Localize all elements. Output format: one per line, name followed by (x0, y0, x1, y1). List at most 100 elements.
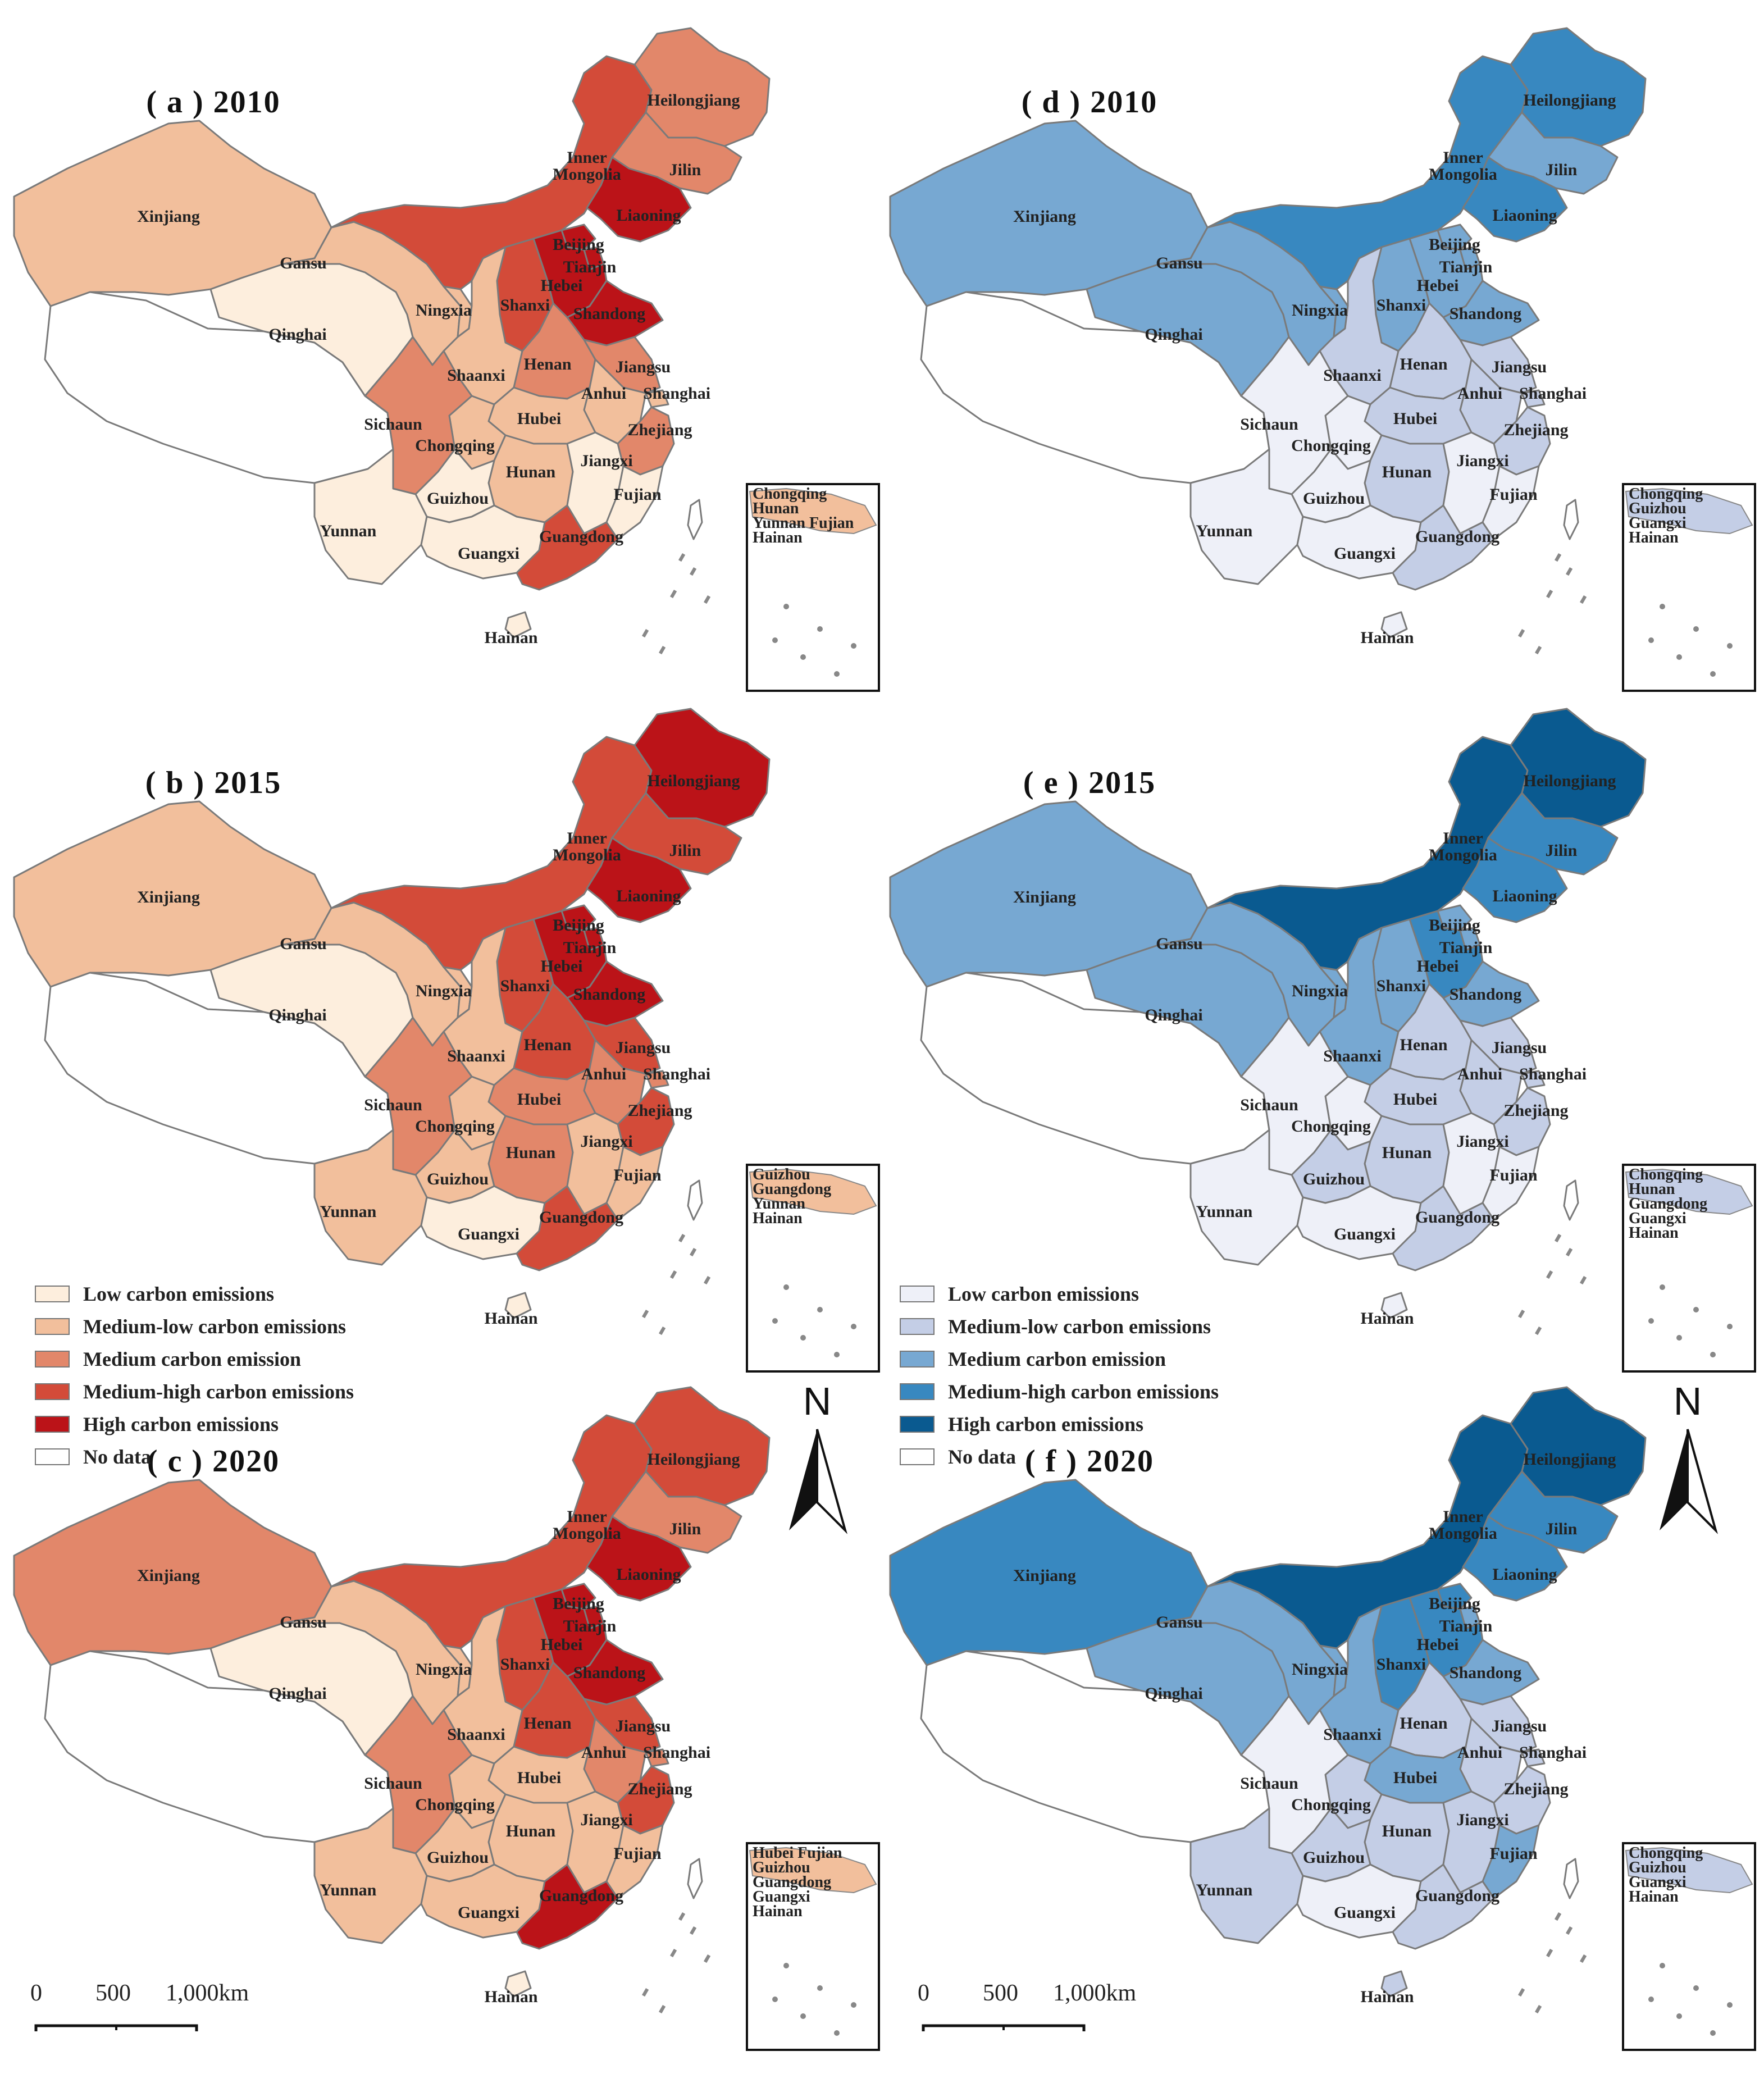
province-label-hunan: Hunan (506, 1143, 556, 1162)
island-mark (1518, 629, 1525, 638)
province-label-gansu: Gansu (280, 254, 326, 272)
legend-item: No data (35, 1441, 354, 1473)
legend-label: Medium-low carbon emissions (948, 1315, 1211, 1338)
province-label-guangdong: Guangdong (539, 1208, 623, 1227)
province-label-chongqing: Chongqing (1291, 1117, 1371, 1136)
island-mark (678, 553, 686, 562)
legend-item: Medium-high carbon emissions (900, 1375, 1219, 1408)
island-mark (1580, 1954, 1587, 1963)
province-label-beijing: Beijing (1429, 916, 1480, 935)
island-mark (1566, 1926, 1573, 1935)
inset-landmass (1625, 487, 1753, 535)
legend-swatch (35, 1351, 70, 1368)
inset-label: Hainan (1629, 1224, 1679, 1242)
province-label-jiangxi: Jiangxi (580, 1811, 632, 1829)
island-mark (1555, 1234, 1562, 1243)
province-label-hubei: Hubei (1393, 409, 1437, 428)
province-label-shaanxi: Shaanxi (447, 1047, 505, 1065)
province-shanghai (1521, 1070, 1546, 1089)
inset-label: Chongqing (1629, 1166, 1703, 1183)
province-label-xinjiang: Xinjiang (137, 207, 200, 226)
coast-islands (642, 553, 711, 655)
province-label-inner-mongolia: Inner Mongolia (1429, 148, 1497, 184)
inset-island (851, 643, 856, 649)
map-panel-a: Xinjiang Gansu Qinghai Ningxia Inner Mongolia… (0, 0, 882, 694)
legend-label: Low carbon emissions (83, 1283, 275, 1305)
province-label-guangxi: Guangxi (1334, 1225, 1396, 1243)
map-svg: Xinjiang Gansu Qinghai Ningxia Inner Mongolia… (13, 27, 880, 692)
province-label-anhui: Anhui (581, 1743, 626, 1762)
province-label-hubei: Hubei (517, 1769, 561, 1787)
island-mark (1555, 553, 1562, 562)
inset-landmass (1625, 1168, 1753, 1215)
province-label-qinghai: Qinghai (268, 1006, 326, 1024)
legend-swatch (900, 1448, 935, 1465)
island-mark (678, 1234, 686, 1243)
province-label-shanxi: Shanxi (500, 296, 550, 314)
province-label-liaoning: Liaoning (616, 206, 681, 225)
inset-landmass (1625, 1847, 1753, 1894)
province-label-qinghai: Qinghai (268, 1684, 326, 1703)
province-label-jiangsu: Jiangsu (1492, 1717, 1547, 1735)
inset-label: Guizhou (1629, 500, 1686, 517)
province-taiwan (1563, 1858, 1579, 1899)
legend-item: Low carbon emissions (35, 1278, 354, 1310)
province-label-henan: Henan (523, 1714, 571, 1733)
province-label-guizhou: Guizhou (1303, 1848, 1365, 1867)
island-mark (670, 590, 677, 599)
inset-label: Hainan (1629, 1888, 1679, 1906)
island-mark (1546, 1949, 1553, 1958)
province-label-hunan: Hunan (1382, 1143, 1432, 1162)
province-label-layer: Xinjiang Gansu Qinghai Ningxia Inner Mongolia… (137, 772, 740, 1328)
island-mark (1535, 2005, 1542, 2014)
inset-label: Guizhou (753, 1859, 810, 1876)
province-shanghai (645, 1748, 669, 1767)
province-label-sichaun: Sichaun (364, 1774, 422, 1793)
province-label-qinghai: Qinghai (268, 325, 326, 344)
island-mark (689, 1248, 697, 1257)
province-label-ningxia: Ningxia (1292, 1660, 1348, 1679)
inset-island (1710, 1352, 1716, 1357)
province-label-gansu: Gansu (280, 935, 326, 953)
province-label-shanxi: Shanxi (1376, 1655, 1426, 1674)
inset-island (800, 2013, 806, 2019)
inset-island (851, 1324, 856, 1329)
province-label-guizhou: Guizhou (427, 1848, 489, 1867)
inset-label: Guizhou (753, 1166, 810, 1183)
province-label-ningxia: Ningxia (416, 301, 472, 320)
province-label-tianjin: Tianjin (563, 258, 617, 276)
province-label-zhejiang: Zhejiang (1503, 1780, 1568, 1798)
island-mark (704, 595, 711, 604)
inset-label: Chongqing (753, 485, 827, 503)
legend-swatch (900, 1351, 935, 1368)
inset-label: Guangdong (753, 1874, 831, 1891)
province-label-hebei: Hebei (1417, 276, 1459, 295)
province-label-inner-mongolia: Inner Mongolia (553, 1507, 621, 1543)
province-label-gansu: Gansu (1156, 1613, 1202, 1631)
province-label-liaoning: Liaoning (1492, 887, 1557, 905)
legend-item: No data (900, 1441, 1219, 1473)
province-label-hubei: Hubei (1393, 1090, 1437, 1109)
inset-island (800, 654, 806, 660)
inset-island (772, 637, 778, 643)
legend-swatch (35, 1318, 70, 1335)
province-label-inner-mongolia: Inner Mongolia (553, 148, 621, 184)
north-arrow-right: N (1654, 1379, 1721, 1542)
province-label-qinghai: Qinghai (1145, 1006, 1202, 1024)
province-label-henan: Henan (1400, 1714, 1447, 1733)
island-mark (689, 567, 697, 576)
province-label-shaanxi: Shaanxi (447, 1725, 505, 1744)
province-label-xinjiang: Xinjiang (1013, 207, 1076, 226)
province-label-chongqing: Chongqing (415, 1117, 495, 1136)
province-label-shandong: Shandong (1450, 1663, 1521, 1682)
province-guangdong (516, 504, 619, 591)
province-label-jilin: Jilin (669, 841, 701, 860)
province-label-anhui: Anhui (581, 384, 626, 403)
province-label-fujian: Fujian (1489, 1166, 1537, 1184)
province-label-fujian: Fujian (1489, 485, 1537, 504)
province-label-liaoning: Liaoning (1492, 206, 1557, 225)
province-guangdong (516, 1185, 619, 1271)
